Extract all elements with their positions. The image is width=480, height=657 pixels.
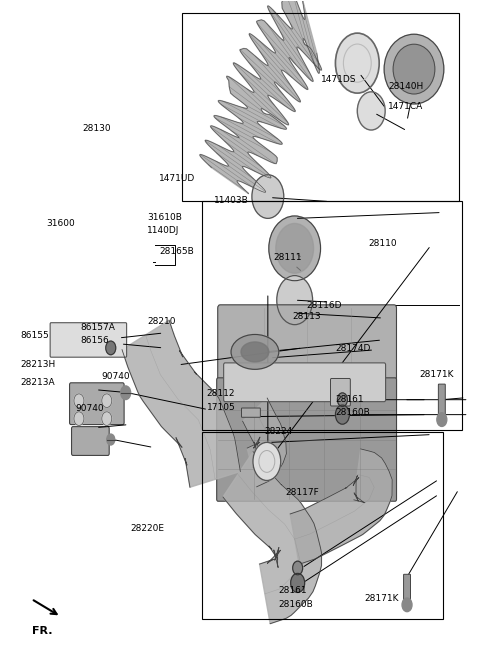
Text: 28171K: 28171K <box>419 370 454 379</box>
Circle shape <box>120 386 131 399</box>
Circle shape <box>107 434 115 445</box>
Text: 28110: 28110 <box>369 239 397 248</box>
Circle shape <box>437 413 447 426</box>
Ellipse shape <box>276 223 313 273</box>
Circle shape <box>102 394 112 407</box>
Circle shape <box>74 412 84 426</box>
Polygon shape <box>200 0 322 194</box>
Text: FR.: FR. <box>33 625 53 636</box>
FancyBboxPatch shape <box>224 363 385 401</box>
Text: 28160B: 28160B <box>336 408 370 417</box>
Text: 28224: 28224 <box>264 427 292 436</box>
Circle shape <box>357 92 385 130</box>
Text: 28117F: 28117F <box>285 487 319 497</box>
Text: 28161: 28161 <box>336 395 364 403</box>
Text: 28112: 28112 <box>206 390 235 398</box>
Text: 31610B: 31610B <box>147 213 182 222</box>
Text: 11403B: 11403B <box>214 196 249 206</box>
Circle shape <box>291 574 305 593</box>
Circle shape <box>277 275 312 325</box>
Text: 28111: 28111 <box>274 254 302 262</box>
FancyBboxPatch shape <box>72 426 109 455</box>
Text: 1471UD: 1471UD <box>159 173 195 183</box>
Bar <box>182 13 459 200</box>
Polygon shape <box>223 452 322 623</box>
Text: 90740: 90740 <box>75 404 104 413</box>
Text: 1140DJ: 1140DJ <box>147 226 180 235</box>
Text: 28140H: 28140H <box>388 82 423 91</box>
Circle shape <box>336 405 349 424</box>
Text: 28174D: 28174D <box>336 344 371 353</box>
FancyBboxPatch shape <box>70 383 124 424</box>
FancyBboxPatch shape <box>50 323 127 357</box>
Circle shape <box>402 598 412 612</box>
Text: 28165B: 28165B <box>159 247 193 256</box>
Polygon shape <box>242 398 287 487</box>
Ellipse shape <box>241 342 269 362</box>
Text: 28160B: 28160B <box>278 600 313 609</box>
Text: 28161: 28161 <box>278 585 307 595</box>
Circle shape <box>252 175 284 218</box>
FancyBboxPatch shape <box>241 408 260 417</box>
Ellipse shape <box>231 334 279 369</box>
Text: 28210: 28210 <box>147 317 176 327</box>
Text: 86156: 86156 <box>80 336 109 345</box>
FancyBboxPatch shape <box>404 574 410 606</box>
Text: 28171K: 28171K <box>364 593 398 602</box>
Ellipse shape <box>384 34 444 104</box>
Text: 28213A: 28213A <box>21 378 55 387</box>
Circle shape <box>293 561 302 575</box>
Text: 28130: 28130 <box>83 124 111 133</box>
Text: 86157A: 86157A <box>80 323 115 332</box>
Circle shape <box>253 442 281 480</box>
Circle shape <box>336 33 379 93</box>
Circle shape <box>106 341 116 355</box>
Polygon shape <box>290 449 392 564</box>
Text: 28116D: 28116D <box>307 301 342 310</box>
FancyBboxPatch shape <box>438 384 445 420</box>
FancyBboxPatch shape <box>331 378 350 406</box>
Circle shape <box>102 412 112 426</box>
Text: 90740: 90740 <box>102 372 130 381</box>
Text: 31600: 31600 <box>47 219 75 229</box>
FancyBboxPatch shape <box>216 378 396 501</box>
Text: 1471CA: 1471CA <box>388 102 423 110</box>
Polygon shape <box>122 320 240 487</box>
Text: 17105: 17105 <box>206 403 235 411</box>
Circle shape <box>337 393 348 407</box>
Text: 1471DS: 1471DS <box>321 76 357 84</box>
Circle shape <box>74 394 84 407</box>
Text: 28220E: 28220E <box>130 524 164 533</box>
Bar <box>202 432 443 619</box>
Text: 28213H: 28213H <box>21 360 56 369</box>
FancyBboxPatch shape <box>218 305 396 401</box>
Text: 28113: 28113 <box>292 312 321 321</box>
Bar <box>202 200 462 430</box>
Text: 86155: 86155 <box>21 330 49 340</box>
Ellipse shape <box>269 216 321 281</box>
Ellipse shape <box>393 44 435 94</box>
